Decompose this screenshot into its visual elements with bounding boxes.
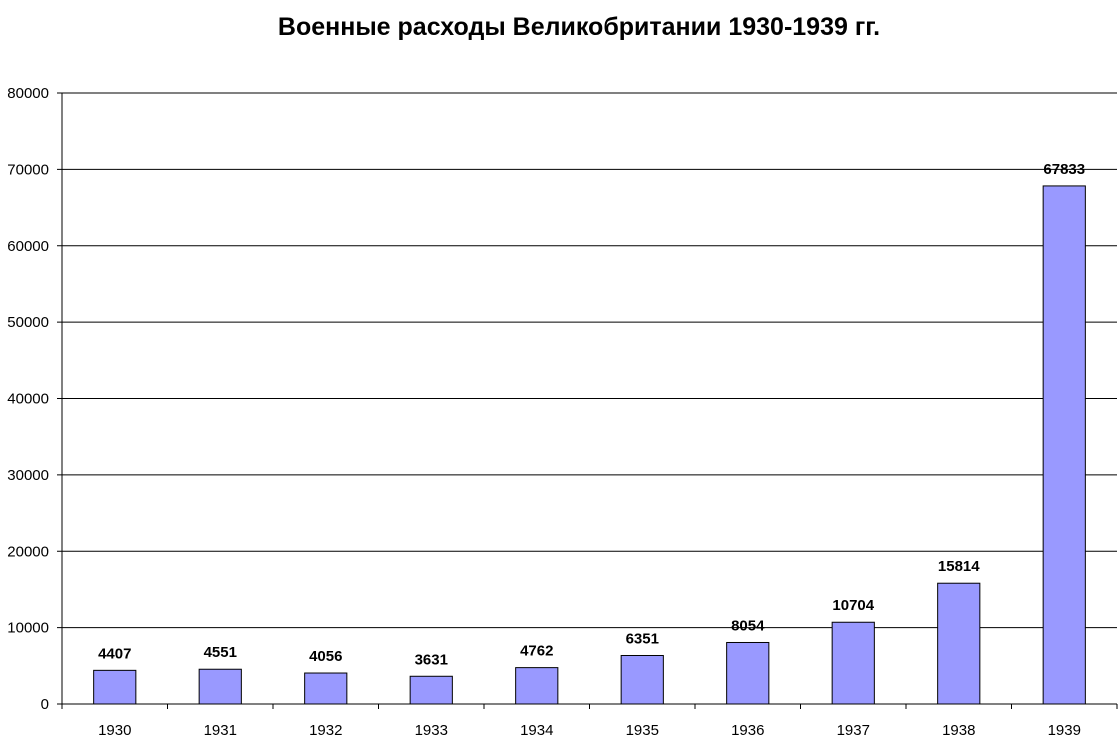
x-tick-label: 1939 (1048, 722, 1081, 739)
x-tick-label: 1935 (626, 722, 659, 739)
bar-1931 (198, 668, 242, 705)
bar-1930 (93, 669, 137, 705)
data-label-1931: 4551 (204, 644, 237, 661)
y-tick-label: 50000 (7, 314, 49, 331)
bar-1932 (304, 672, 348, 705)
x-tick-label: 1936 (731, 722, 764, 739)
data-label-1933: 3631 (415, 651, 448, 668)
data-label-1932: 4056 (309, 648, 342, 665)
data-label-1936: 8054 (731, 617, 765, 634)
data-label-1937: 10704 (832, 597, 874, 614)
y-tick-label: 40000 (7, 391, 49, 408)
data-label-1934: 4762 (520, 643, 553, 660)
data-label-1939: 67833 (1043, 161, 1085, 178)
bar-1933 (409, 675, 453, 705)
x-tick-label: 1937 (837, 722, 870, 739)
x-tick-label: 1931 (204, 722, 237, 739)
x-tick-label: 1930 (98, 722, 131, 739)
bar-1939 (1042, 185, 1086, 705)
y-tick-label: 0 (41, 696, 49, 713)
data-label-1935: 6351 (626, 630, 659, 647)
y-tick-label: 10000 (7, 620, 49, 637)
y-tick-label: 80000 (7, 85, 49, 102)
chart-title: Военные расходы Великобритании 1930-1939… (278, 13, 880, 41)
gridlines (62, 92, 1117, 629)
y-tick-label: 70000 (7, 161, 49, 178)
bar-1938 (937, 582, 981, 705)
y-axis-ticks: 0 10000 20000 30000 40000 50000 60000 70000 8000… (7, 85, 62, 713)
bar-1937 (831, 621, 875, 705)
data-labels: 4407 4551 4056 3631 4762 6351 8054 10704 15814 67… (98, 161, 1085, 668)
x-axis-ticks: 1930 1931 1932 1933 1934 1935 1936 1937 1938 1939 (61, 704, 1118, 739)
x-tick-label: 1934 (520, 722, 553, 739)
y-tick-label: 30000 (7, 467, 49, 484)
x-tick-label: 1938 (942, 722, 975, 739)
bars (93, 185, 1086, 705)
x-tick-label: 1933 (415, 722, 448, 739)
bar-1935 (620, 654, 664, 705)
y-tick-label: 60000 (7, 238, 49, 255)
bar-1934 (515, 667, 559, 705)
data-label-1930: 4407 (98, 645, 131, 662)
x-tick-label: 1932 (309, 722, 342, 739)
data-label-1938: 15814 (938, 558, 980, 575)
bar-1936 (726, 641, 770, 705)
y-tick-label: 20000 (7, 543, 49, 560)
